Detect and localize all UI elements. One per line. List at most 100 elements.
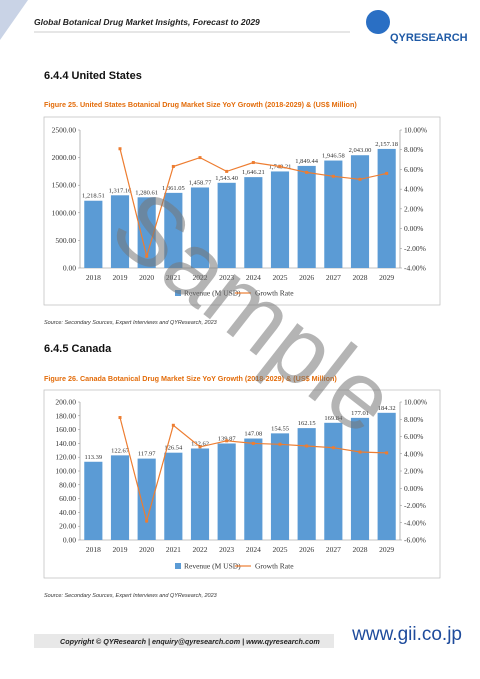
section-heading: 6.4.5 Canada [44, 343, 112, 355]
y-tick-label: 40.00 [59, 508, 76, 517]
x-tick-label: 2020 [139, 545, 154, 554]
value-label: 1,543.40 [215, 175, 238, 182]
line-marker [171, 164, 175, 168]
bar [270, 171, 290, 268]
line-marker [225, 439, 229, 443]
value-label: 1,361.05 [162, 185, 185, 192]
source-note: Source: Secondary Sources, Expert Interv… [44, 320, 218, 326]
value-label: 117.97 [138, 451, 156, 458]
bar [244, 438, 263, 540]
figure-caption: Figure 25. United States Botanical Drug … [44, 100, 357, 109]
y2-tick-label: 0.00% [404, 484, 423, 493]
legend-swatch [175, 563, 181, 569]
value-label: 154.55 [271, 425, 289, 432]
corner-decoration [0, 0, 28, 40]
figure-caption: Figure 26. Canada Botanical Drug Market … [44, 374, 337, 383]
y2-tick-label: 10.00% [404, 126, 427, 135]
y2-tick-label: 10.00% [404, 398, 427, 407]
value-label: 139.87 [218, 435, 237, 442]
x-tick-label: 2029 [379, 545, 394, 554]
bar [350, 417, 370, 540]
footer-site: www.gii.co.jp [351, 624, 462, 645]
logo: QYRESEARCH [390, 32, 468, 44]
value-label: 162.15 [298, 420, 316, 427]
x-tick-label: 2028 [353, 545, 368, 554]
x-tick-label: 2021 [166, 545, 181, 554]
y-tick-label: 1500.00 [52, 181, 77, 190]
y-tick-label: 160.00 [55, 425, 76, 434]
x-tick-label: 2020 [139, 273, 154, 282]
y2-tick-label: -6.00% [404, 536, 426, 545]
value-label: 132.62 [191, 440, 209, 447]
bar [377, 148, 396, 268]
x-tick-label: 2022 [193, 273, 208, 282]
x-tick-label: 2021 [166, 273, 181, 282]
x-tick-label: 2026 [299, 545, 314, 554]
line-marker [145, 254, 149, 258]
value-label: 169.84 [324, 415, 343, 422]
line-marker [305, 444, 309, 448]
y-tick-label: 120.00 [55, 453, 76, 462]
line-marker [278, 164, 282, 168]
y-tick-label: 2000.00 [52, 153, 77, 162]
value-label: 1,946.58 [322, 153, 345, 160]
bar [350, 155, 370, 268]
value-label: 126.54 [164, 445, 183, 452]
chart-frame [43, 116, 441, 306]
x-tick-label: 2027 [326, 545, 341, 554]
y-tick-label: 140.00 [55, 439, 76, 448]
line-marker [385, 451, 389, 455]
line-marker [118, 147, 122, 151]
bar [190, 187, 210, 268]
line-marker [331, 174, 335, 178]
line-marker [198, 156, 202, 160]
y-tick-label: 500.00 [55, 236, 76, 245]
value-label: 177.01 [351, 410, 369, 417]
bar [377, 412, 396, 540]
value-label: 1,280.61 [135, 189, 158, 196]
y-tick-label: 0.00 [63, 536, 76, 545]
bar [297, 428, 316, 540]
y2-tick-label: 2.00% [404, 467, 423, 476]
line-marker [358, 177, 362, 181]
y-tick-label: 100.00 [55, 467, 76, 476]
y2-tick-label: 2.00% [404, 204, 423, 213]
value-label: 1,849.44 [295, 158, 319, 165]
y2-tick-label: 8.00% [404, 415, 423, 424]
line-marker [358, 450, 362, 454]
value-label: 1,458.77 [189, 179, 213, 186]
y2-tick-label: -4.00% [404, 518, 426, 527]
bar [270, 433, 290, 540]
bar [110, 455, 130, 540]
bar [164, 192, 183, 268]
bar [217, 182, 236, 268]
x-tick-label: 2024 [246, 545, 261, 554]
x-tick-label: 2019 [113, 273, 128, 282]
y2-tick-label: -2.00% [404, 244, 426, 253]
line-marker [198, 445, 202, 449]
x-tick-label: 2023 [219, 273, 234, 282]
bar [84, 461, 103, 540]
line-marker [118, 416, 122, 420]
y-tick-label: 1000.00 [52, 208, 77, 217]
chart-frame [43, 389, 441, 579]
value-label: 2,043.00 [349, 147, 372, 154]
x-tick-label: 2018 [86, 545, 101, 554]
value-label: 113.39 [85, 454, 103, 461]
y-tick-label: 200.00 [55, 398, 76, 407]
y2-tick-label: 0.00% [404, 224, 423, 233]
x-tick-label: 2029 [379, 273, 394, 282]
header-title: Global Botanical Drug Market Insights, F… [34, 17, 260, 27]
line-marker [385, 171, 389, 175]
y-tick-label: 2500.00 [52, 126, 77, 135]
legend-label: Revenue (M USD) [184, 562, 241, 571]
bar [137, 197, 156, 268]
line-marker [331, 446, 335, 450]
x-tick-label: 2027 [326, 273, 341, 282]
y2-tick-label: 6.00% [404, 432, 423, 441]
bar [324, 422, 343, 540]
legend-swatch [175, 290, 181, 296]
value-label: 122.67 [111, 447, 130, 454]
bar [84, 200, 103, 268]
